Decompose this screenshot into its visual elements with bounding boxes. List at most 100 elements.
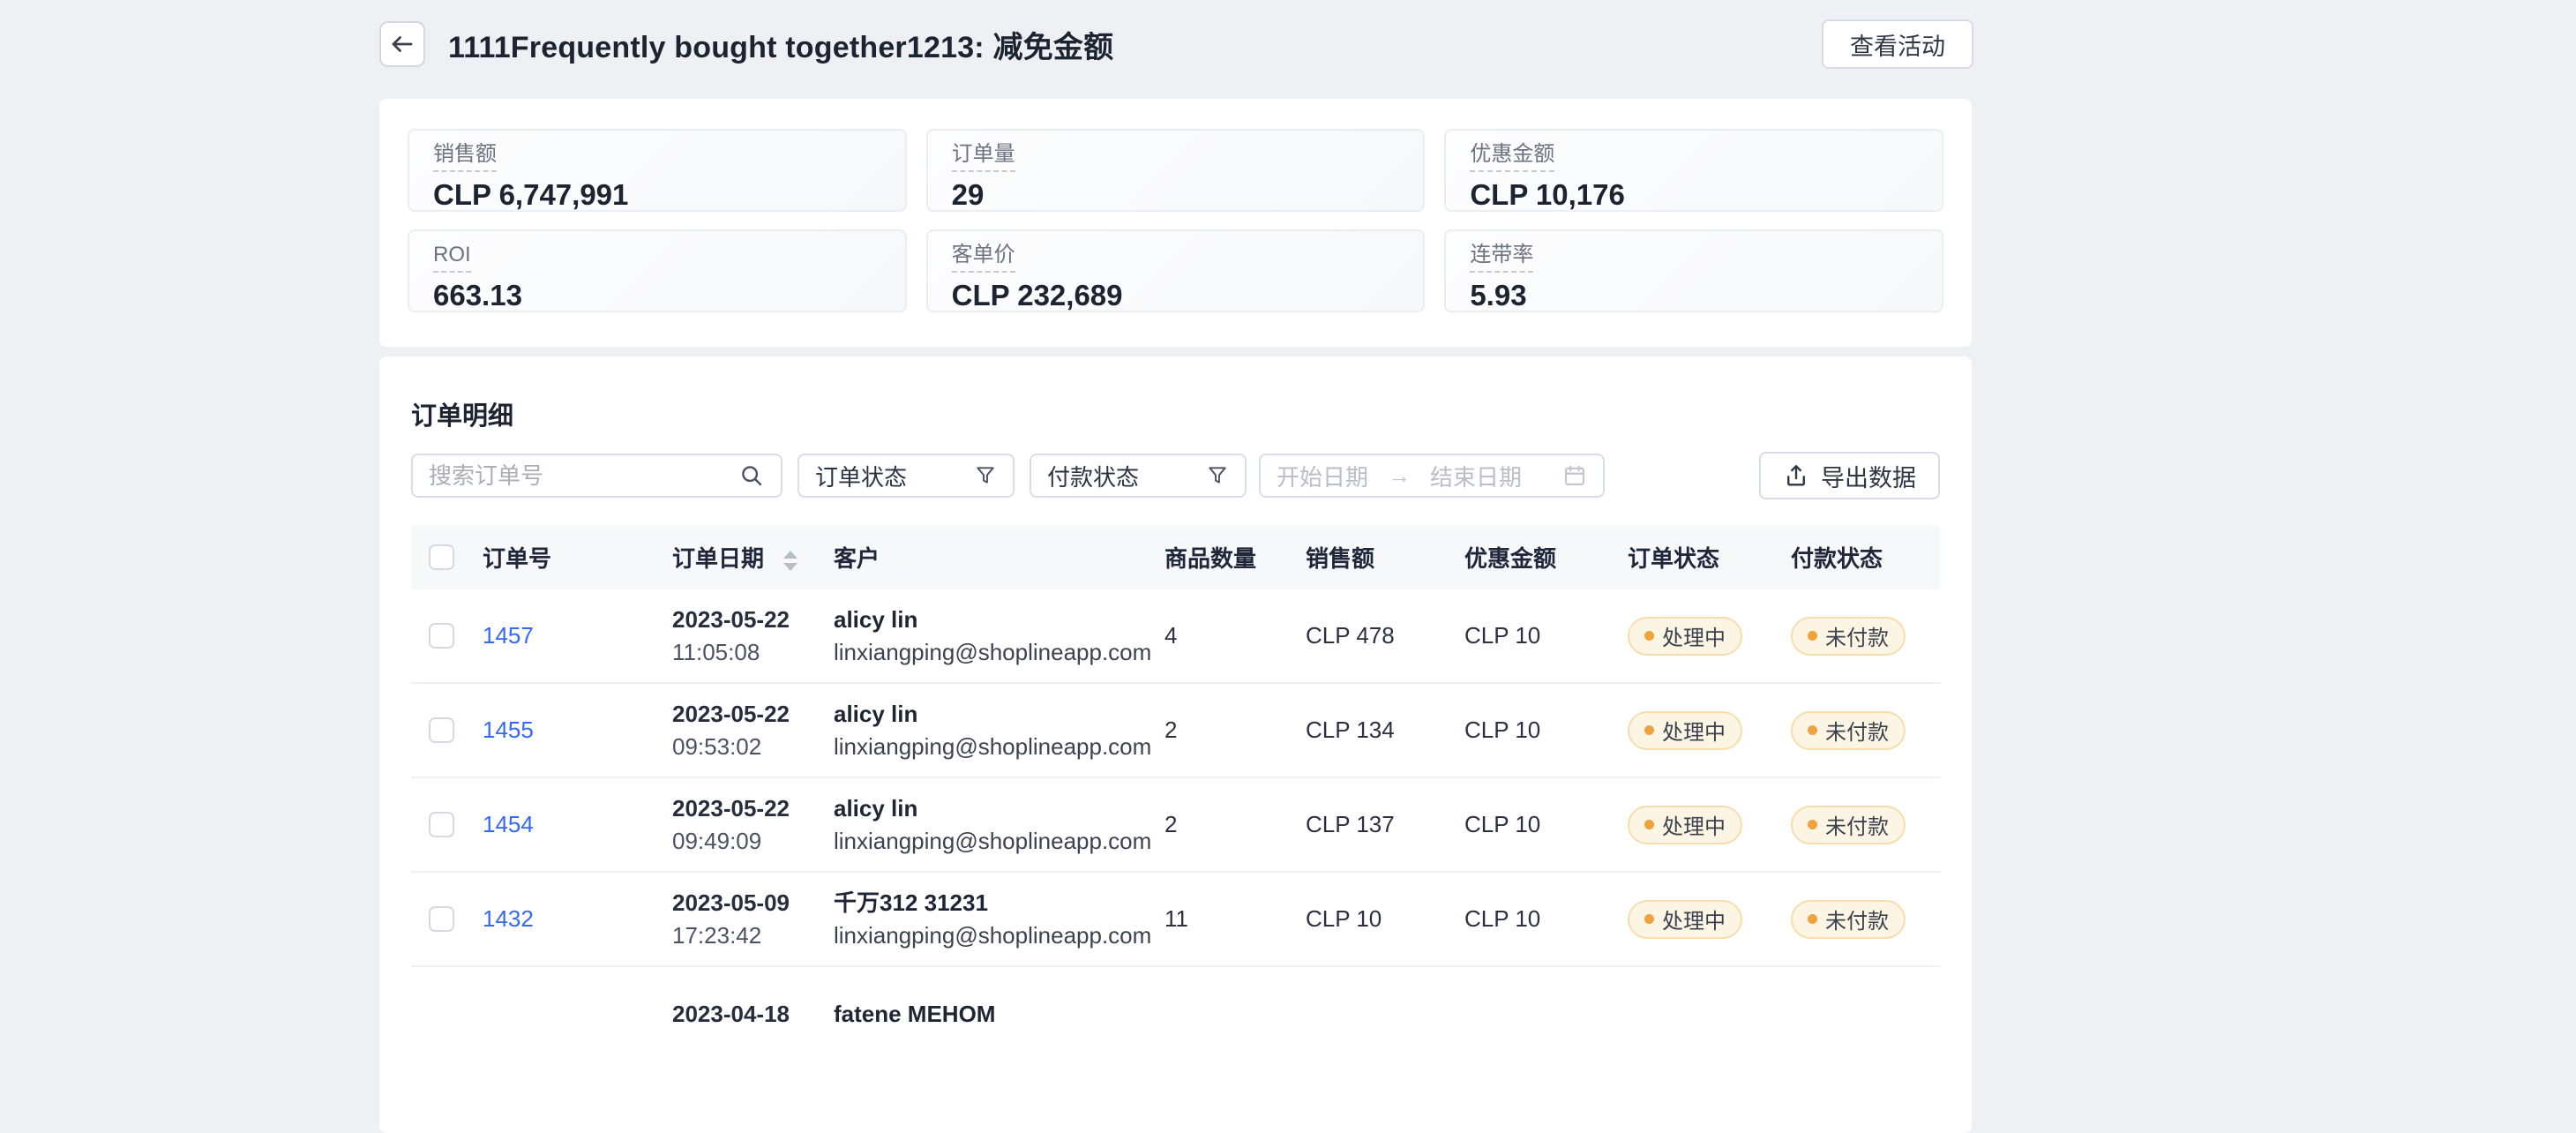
customer-name: alicy lin [834, 794, 918, 822]
stat-label: 销售额 [433, 142, 497, 173]
payment-status-badge: 未付款 [1791, 616, 1906, 656]
export-label: 导出数据 [1821, 464, 1916, 491]
payment-status-badge: 未付款 [1791, 899, 1906, 939]
order-search-box[interactable] [411, 454, 783, 498]
quantity-cell: 4 [1164, 622, 1178, 649]
order-status-badge: 处理中 [1628, 710, 1742, 750]
order-date: 2023-05-22 [672, 794, 790, 822]
funnel-icon [1206, 464, 1229, 487]
stat-value: 5.93 [1470, 279, 1527, 312]
stat-card-attach-rate: 连带率 5.93 [1444, 229, 1943, 312]
calendar-icon [1562, 463, 1587, 488]
order-time: 11:05:08 [672, 638, 760, 665]
col-sales: 销售额 [1306, 545, 1375, 572]
order-status-badge: 处理中 [1628, 899, 1742, 939]
order-date: 2023-04-18 [672, 1001, 790, 1027]
stat-label: ROI [433, 243, 471, 274]
status-dot-icon [1808, 914, 1817, 924]
section-title: 订单明细 [411, 402, 514, 431]
arrow-left-icon [389, 31, 416, 57]
customer-email: linxiangping@shoplineapp.com [834, 732, 1152, 760]
order-number-link[interactable]: 1454 [483, 811, 534, 837]
select-all-checkbox[interactable] [429, 544, 454, 570]
stat-card-aov: 客单价 CLP 232,689 [925, 229, 1426, 312]
table-row: 1432 2023-05-09 17:23:42 千万312 31231 linxi… [411, 873, 1940, 967]
payment-status-badge: 未付款 [1791, 710, 1906, 750]
order-number-link[interactable]: 1455 [483, 717, 534, 743]
stat-value: 29 [951, 178, 985, 212]
stat-label: 连带率 [1470, 243, 1534, 274]
col-payment-status: 付款状态 [1791, 545, 1883, 572]
customer-name: fatene MEHOM [834, 1001, 996, 1027]
quantity-cell: 2 [1164, 717, 1178, 743]
order-status-badge: 处理中 [1628, 805, 1742, 844]
table-row: 1455 2023-05-22 09:53:02 alicy lin linxian… [411, 684, 1940, 778]
date-range-picker[interactable]: 开始日期 → 结束日期 [1259, 454, 1605, 498]
status-dot-icon [1644, 725, 1654, 735]
back-button[interactable] [379, 21, 425, 67]
order-status-badge: 处理中 [1628, 616, 1742, 656]
order-status-filter[interactable]: 订单状态 [798, 454, 1015, 498]
table-row: 1457 2023-05-22 11:05:08 alicy lin linxian… [411, 589, 1940, 684]
status-dot-icon [1808, 631, 1817, 641]
quantity-cell: 2 [1164, 811, 1178, 837]
customer-email: linxiangping@shoplineapp.com [834, 921, 1152, 949]
stat-value: CLP 232,689 [951, 279, 1123, 312]
customer-name: alicy lin [834, 700, 918, 727]
export-data-button[interactable]: 导出数据 [1759, 452, 1940, 499]
stat-value: CLP 6,747,991 [433, 178, 629, 212]
stat-value: 663.13 [433, 279, 522, 312]
view-activity-button[interactable]: 查看活动 [1822, 19, 1973, 69]
stats-panel: 销售额 CLP 6,747,991 订单量 29 优惠金额 CLP 10,176… [379, 99, 1972, 347]
orders-panel: 订单明细 订单状态 付款状态 [379, 356, 1972, 1133]
sales-cell: CLP 10 [1306, 905, 1382, 932]
stat-label: 客单价 [951, 243, 1015, 274]
row-checkbox[interactable] [429, 623, 454, 649]
search-icon [738, 462, 765, 489]
sales-cell: CLP 137 [1306, 811, 1395, 837]
stat-card-orders: 订单量 29 [925, 129, 1426, 212]
discount-cell: CLP 10 [1464, 811, 1541, 837]
funnel-icon [974, 464, 997, 487]
discount-cell: CLP 10 [1464, 905, 1541, 932]
order-number-link[interactable]: 1432 [483, 905, 534, 932]
status-dot-icon [1644, 631, 1654, 641]
table-header-row: 订单号 订单日期 客户 商品数量 销售额 优惠金额 订单状态 付款状态 [411, 525, 1940, 589]
date-range-arrow-icon: → [1388, 461, 1412, 489]
sales-cell: CLP 478 [1306, 622, 1395, 649]
table-row-partial: 2023-04-18 fatene MEHOM [411, 967, 1940, 1062]
order-number-link[interactable]: 1457 [483, 622, 534, 649]
stat-card-sales: 销售额 CLP 6,747,991 [408, 129, 907, 212]
status-dot-icon [1808, 820, 1817, 829]
end-date-placeholder: 结束日期 [1430, 463, 1523, 491]
page-title: 1111Frequently bought together1213: 减免金额 [448, 30, 1114, 64]
col-quantity: 商品数量 [1164, 545, 1257, 572]
search-input[interactable] [429, 461, 738, 490]
row-checkbox[interactable] [429, 906, 454, 932]
order-date: 2023-05-09 [672, 889, 790, 916]
col-customer: 客户 [834, 545, 880, 572]
stats-grid: 销售额 CLP 6,747,991 订单量 29 优惠金额 CLP 10,176… [408, 129, 1943, 312]
stat-label: 订单量 [951, 142, 1015, 173]
order-time: 17:23:42 [672, 921, 762, 949]
payment-status-badge: 未付款 [1791, 805, 1906, 844]
col-order-date[interactable]: 订单日期 [672, 541, 834, 574]
orders-toolbar: 订单状态 付款状态 开始日期 → 结束日期 [411, 452, 1940, 499]
status-dot-icon [1644, 914, 1654, 924]
row-checkbox[interactable] [429, 717, 454, 743]
order-time: 09:49:09 [672, 827, 762, 854]
status-dot-icon [1644, 820, 1654, 829]
row-checkbox[interactable] [429, 812, 454, 837]
filter-label: 付款状态 [1047, 463, 1140, 491]
stat-label: 优惠金额 [1470, 142, 1555, 173]
stat-card-roi: ROI 663.13 [408, 229, 907, 312]
start-date-placeholder: 开始日期 [1277, 463, 1369, 491]
status-dot-icon [1808, 725, 1817, 735]
discount-cell: CLP 10 [1464, 622, 1541, 649]
sort-icon[interactable] [783, 550, 798, 571]
order-time: 09:53:02 [672, 732, 762, 760]
order-date: 2023-05-22 [672, 700, 790, 727]
col-order-status: 订单状态 [1628, 545, 1720, 572]
payment-status-filter[interactable]: 付款状态 [1030, 454, 1247, 498]
orders-table: 订单号 订单日期 客户 商品数量 销售额 优惠金额 订单状态 付款状态 1457… [411, 525, 1940, 1062]
